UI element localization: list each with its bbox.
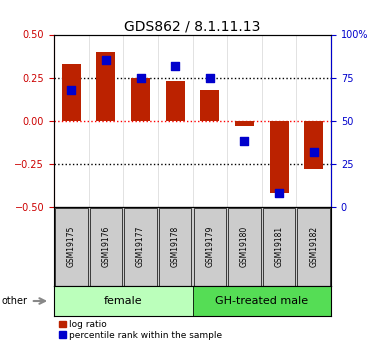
Title: GDS862 / 8.1.11.13: GDS862 / 8.1.11.13 bbox=[124, 19, 261, 33]
Bar bbox=[90, 208, 122, 286]
Bar bbox=[166, 81, 185, 121]
Legend: log ratio, percentile rank within the sample: log ratio, percentile rank within the sa… bbox=[59, 319, 223, 341]
Bar bbox=[55, 208, 87, 286]
Text: GSM19176: GSM19176 bbox=[101, 226, 110, 267]
Text: GSM19182: GSM19182 bbox=[309, 226, 318, 267]
Point bbox=[137, 75, 144, 80]
Bar bbox=[235, 121, 254, 126]
Point bbox=[241, 139, 248, 144]
Bar bbox=[304, 121, 323, 169]
Bar bbox=[200, 90, 219, 121]
Text: other: other bbox=[2, 296, 28, 306]
Point bbox=[68, 87, 74, 92]
Bar bbox=[298, 208, 330, 286]
Bar bbox=[124, 208, 157, 286]
Bar bbox=[263, 208, 295, 286]
Bar bbox=[159, 208, 191, 286]
Bar bbox=[131, 78, 150, 121]
Bar bbox=[228, 208, 261, 286]
Point bbox=[172, 63, 178, 68]
Text: GSM19180: GSM19180 bbox=[240, 226, 249, 267]
Bar bbox=[54, 286, 192, 316]
Bar bbox=[194, 208, 226, 286]
Text: GH-treated male: GH-treated male bbox=[215, 296, 308, 306]
Bar bbox=[62, 64, 81, 121]
Bar bbox=[192, 286, 331, 316]
Bar bbox=[270, 121, 289, 193]
Text: GSM19175: GSM19175 bbox=[67, 226, 76, 267]
Point bbox=[276, 190, 282, 196]
Text: GSM19179: GSM19179 bbox=[205, 226, 214, 267]
Text: GSM19178: GSM19178 bbox=[171, 226, 180, 267]
Text: GSM19177: GSM19177 bbox=[136, 226, 145, 267]
Bar bbox=[96, 52, 116, 121]
Text: female: female bbox=[104, 296, 142, 306]
Point bbox=[103, 58, 109, 63]
Text: GSM19181: GSM19181 bbox=[275, 226, 284, 267]
Point bbox=[311, 149, 317, 155]
Point bbox=[207, 75, 213, 80]
